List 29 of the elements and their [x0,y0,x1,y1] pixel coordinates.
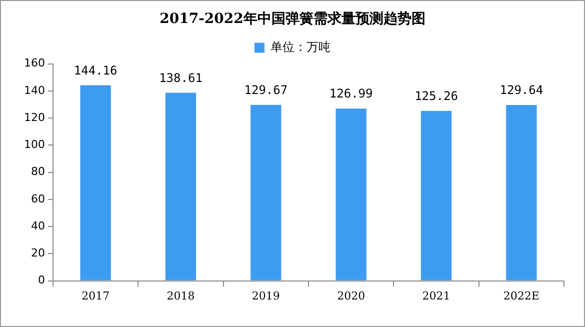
y-tick-label: 0 [38,274,45,287]
x-tick-label: 2020 [337,289,366,302]
x-tick-label: 2018 [166,289,195,302]
y-tick-label: 20 [30,246,45,260]
bar [165,92,196,280]
y-tick-label: 100 [24,138,45,152]
data-label: 125.26 [414,89,458,104]
data-label: 126.99 [329,86,373,101]
x-tick-label: 2022E [503,289,540,302]
bar [80,85,111,280]
bar [250,104,282,280]
data-label: 138.61 [159,70,202,85]
y-tick-label: 60 [30,192,45,206]
x-tick-label: 2017 [82,289,110,302]
bar [506,104,537,280]
y-tick-label: 160 [24,56,45,70]
x-tick-label: 2021 [422,289,450,302]
data-label: 144.16 [74,63,118,78]
y-tick-label: 40 [30,219,45,232]
chart-title: 2017-2022年中国弹簧需求量预测趋势图 [160,10,426,28]
y-tick-label: 80 [30,165,45,178]
y-tick-label: 140 [24,84,45,97]
bar [336,108,366,280]
legend-label: 单位：万吨 [270,40,330,54]
data-label: 129.67 [244,83,288,98]
y-tick-label: 120 [24,110,45,124]
x-tick-label: 2019 [252,289,280,302]
data-label: 129.64 [500,83,544,98]
bar [420,110,452,280]
